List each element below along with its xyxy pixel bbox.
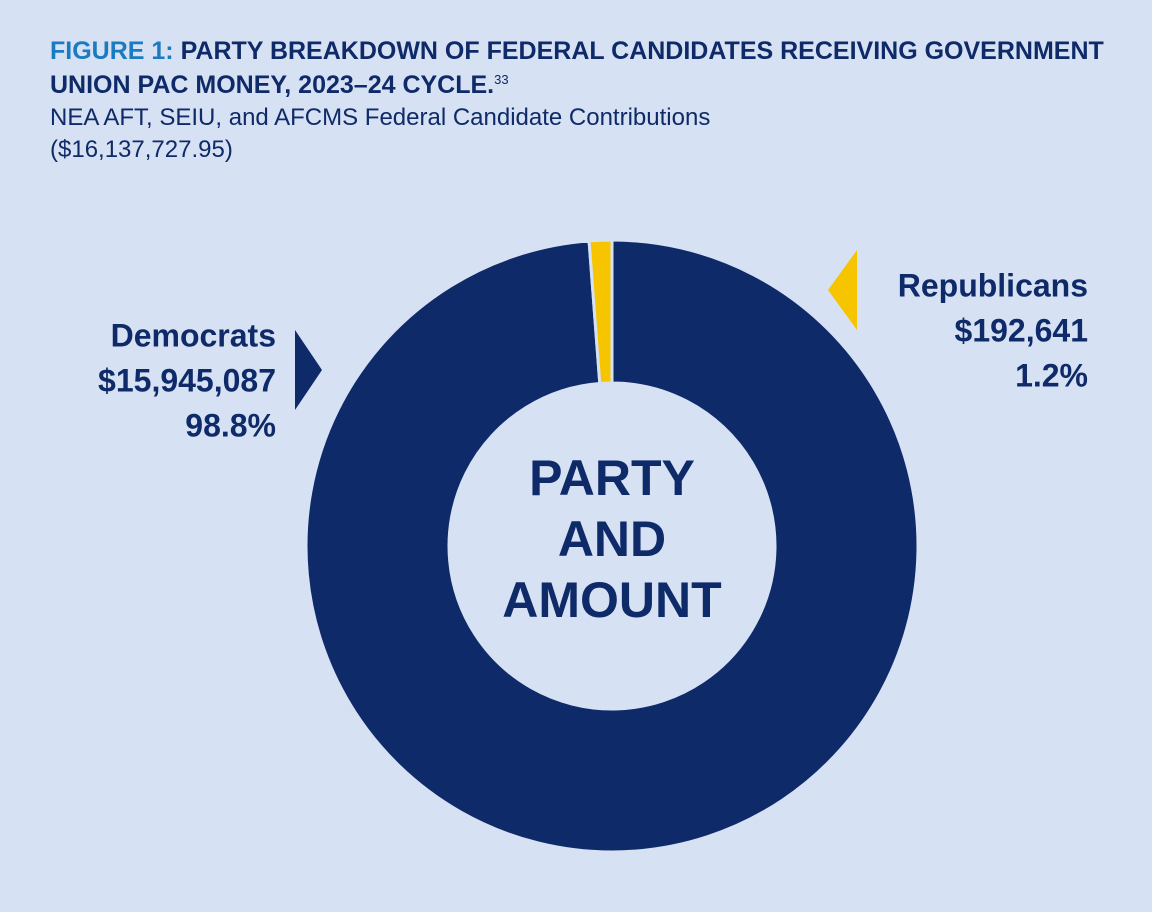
value-label: $15,945,087 [98,362,276,398]
total-label: ($16,137,727.95) [50,136,233,163]
donut-slice [304,238,920,854]
category-label: Republicans [898,267,1088,303]
subtitle: NEA AFT, SEIU, and AFCMS Federal Candida… [50,104,711,131]
center-label: AND [558,511,666,567]
category-label: Democrats [111,317,276,353]
header: FIGURE 1: PARTY BREAKDOWN OF FEDERAL CAN… [50,34,1130,166]
footnote: 33 [494,72,509,87]
center-label: PARTY [529,450,695,506]
percent-label: 98.8% [185,407,276,443]
title-text: PARTY BREAKDOWN OF FEDERAL CANDIDATES RE… [50,37,1104,99]
title-prefix: FIGURE 1: [50,37,174,65]
callout-arrow [828,250,857,330]
callout-arrow [295,330,322,410]
percent-label: 1.2% [1015,357,1088,393]
donut-slice [587,238,614,386]
center-label: AMOUNT [502,572,721,628]
value-label: $192,641 [955,312,1088,348]
chart-title: FIGURE 1: PARTY BREAKDOWN OF FEDERAL CAN… [50,34,1130,102]
